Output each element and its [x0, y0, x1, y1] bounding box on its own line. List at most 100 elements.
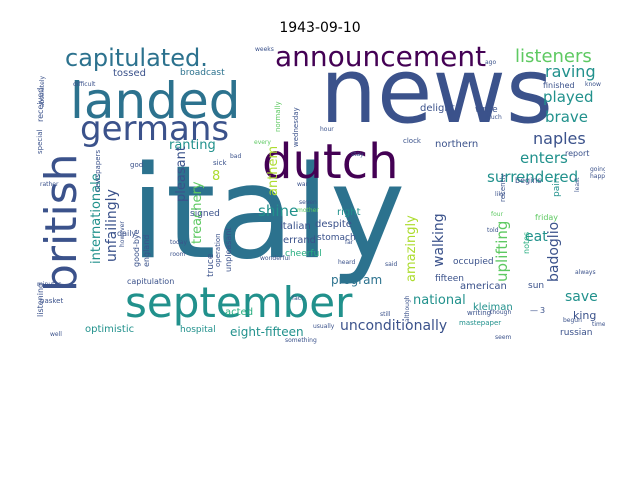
cloud-word: right: [337, 207, 361, 218]
cloud-word: unpleasant: [224, 227, 233, 272]
cloud-word: writing: [467, 309, 492, 317]
cloud-word: minutes: [37, 281, 62, 288]
cloud-word: broadcast: [180, 68, 225, 78]
cloud-word: —: [530, 306, 538, 315]
cloud-word: wednesday: [292, 107, 300, 147]
cloud-word: newspapers: [94, 149, 102, 192]
cloud-word: ago: [485, 59, 497, 66]
cloud-word: finished: [543, 81, 575, 90]
cloud-word: dutch: [262, 134, 399, 190]
cloud-word: stay: [351, 151, 364, 158]
cloud-word: basket: [40, 297, 64, 305]
cloud-word: sun: [528, 281, 545, 291]
cloud-word: eight-fifteen: [230, 325, 304, 339]
cloud-word: errand: [283, 235, 317, 246]
cloud-word: kleiman: [473, 302, 513, 313]
cloud-word: capitulation: [127, 277, 175, 286]
cloud-word: raving: [545, 62, 596, 81]
cloud-word: begun: [563, 317, 582, 324]
cloud-word: notes: [522, 231, 531, 254]
cloud-word: know: [585, 81, 601, 88]
cloud-word: enters: [520, 149, 568, 167]
cloud-word: italy: [130, 139, 406, 288]
cloud-word: far: [345, 239, 354, 246]
cloud-word: save: [565, 289, 598, 305]
cloud-word: although: [404, 295, 411, 322]
cloud-word: four: [491, 211, 504, 218]
cloud-word: operation: [214, 233, 222, 267]
cloud-word: daily: [117, 229, 137, 238]
cloud-word: stomach: [317, 233, 356, 243]
cloud-word: normally: [274, 101, 282, 132]
cloud-word: capitulated.: [65, 44, 208, 72]
cloud-word: pain: [552, 177, 562, 197]
cloud-word: time: [592, 321, 605, 328]
cloud-word: hour: [320, 126, 334, 133]
cloud-word: germans: [80, 109, 230, 149]
cloud-word: news: [320, 42, 553, 144]
cloud-word: like: [495, 191, 506, 198]
cloud-word: acted: [225, 307, 254, 318]
cloud-word: difficult: [73, 81, 96, 88]
cloud-word: much: [485, 114, 502, 121]
cloud-word: cheerful: [285, 249, 322, 259]
cloud-word: tossed: [113, 68, 146, 79]
cloud-word: england: [142, 234, 151, 267]
cloud-word: war: [297, 181, 309, 188]
cloud-word: least: [574, 177, 581, 192]
cloud-word: well: [50, 331, 62, 338]
cloud-word: hospital: [180, 325, 216, 335]
cloud-word: report: [565, 149, 590, 158]
cloud-word: today: [170, 239, 188, 246]
cloud-word: eat: [525, 229, 548, 245]
cloud-word: clock: [403, 137, 421, 145]
cloud-word: british: [36, 153, 87, 292]
cloud-word: listeners: [515, 46, 592, 67]
figure-title: 1943-09-10: [279, 20, 361, 36]
cloud-word: unfailingly: [104, 189, 120, 262]
cloud-word: begins: [515, 176, 542, 185]
cloud-word: mastepaper: [459, 319, 502, 327]
cloud-word: ranting: [169, 138, 216, 153]
cloud-word: naples: [533, 129, 586, 148]
cloud-word: northern: [435, 139, 479, 150]
cloud-word: russian: [560, 328, 593, 338]
cloud-word: amazingly: [404, 215, 419, 282]
cloud-word: usually: [313, 323, 335, 330]
cloud-word: seven: [299, 199, 317, 206]
cloud-word: said: [385, 261, 398, 268]
cloud-word: unconditionally: [340, 318, 448, 334]
cloud-word: good-bye: [132, 229, 141, 267]
cloud-word: delight: [420, 103, 455, 114]
cloud-word: seem: [495, 334, 512, 341]
cloud-word: anthem: [266, 145, 281, 196]
cloud-word: fact: [292, 295, 304, 302]
cloud-word: heard: [338, 259, 356, 266]
cloud-word: weeks: [255, 46, 274, 53]
cloud-word: always: [575, 269, 596, 276]
cloud-word: sick: [213, 159, 227, 167]
cloud-word: despite: [315, 219, 352, 230]
cloud-word: shine: [258, 202, 299, 220]
cloud-word: happened: [590, 173, 605, 180]
cloud-word: room: [170, 251, 186, 258]
cloud-word: played: [543, 88, 594, 106]
cloud-word: bad: [230, 153, 242, 160]
cloud-word: king: [573, 309, 597, 322]
cloud-word: special: [36, 129, 44, 154]
cloud-word: surrendered: [487, 168, 579, 186]
cloud-word: friday: [535, 213, 559, 222]
cloud-word: something: [285, 337, 317, 344]
cloud-word: optimistic: [85, 324, 135, 335]
cloud-word: 3: [540, 306, 546, 315]
cloud-word: american: [460, 281, 507, 292]
cloud-word: absolutely: [39, 75, 46, 107]
cloud-word: rather: [40, 181, 59, 188]
cloud-word: mother: [297, 207, 319, 214]
cloud-word: brave: [545, 108, 588, 126]
cloud-word: landed: [70, 72, 241, 130]
cloud-word: announcement: [275, 42, 487, 73]
cloud-word: god: [130, 161, 144, 169]
cloud-word: though: [490, 309, 512, 316]
cloud-word: badoglio: [546, 221, 562, 282]
